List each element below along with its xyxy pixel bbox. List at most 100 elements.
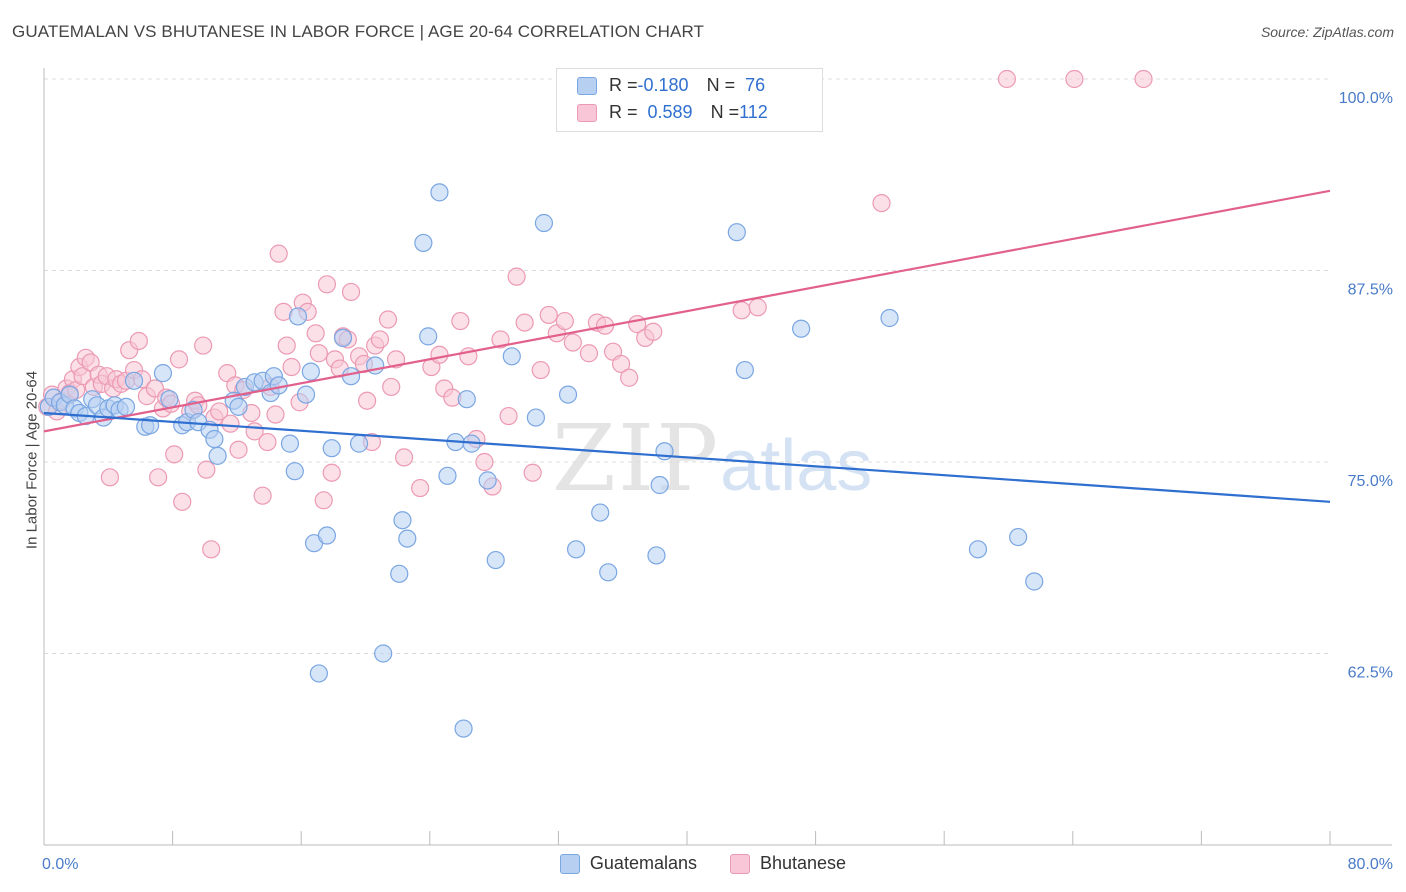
guatemalan-point (558, 385, 578, 404)
series-label-guatemalans: Guatemalans (589, 852, 697, 873)
bhutanese-point (194, 336, 213, 355)
legend-r-value: -0.180 (637, 75, 689, 95)
y-tick-label: 62.5% (1348, 665, 1393, 682)
guatemalan-point (566, 540, 586, 559)
guatemalan-point (457, 390, 476, 409)
series-legend-bhutanese[interactable]: Bhutanese (730, 853, 846, 874)
guatemalan-trend-line (43, 411, 1331, 503)
x-tick-label: 0.0% (42, 856, 78, 873)
bhutanese-point (314, 491, 333, 510)
bhutanese-point (382, 377, 401, 397)
guatemalan-point (160, 390, 179, 409)
bhutanese-point (1065, 69, 1084, 89)
guatemalan-point (419, 327, 438, 346)
guatemalan-point (502, 347, 521, 366)
guatemalan-point (647, 546, 666, 565)
guatemalan-point (591, 503, 610, 522)
bhutanese-point (555, 311, 574, 331)
bhutanese-point (411, 478, 430, 498)
guatemalan-point (650, 475, 669, 495)
legend-n-label: N = (706, 75, 736, 95)
bhutanese-point (358, 391, 377, 410)
bhutanese-point (563, 333, 582, 352)
watermark: ZIPatlas (552, 405, 872, 512)
guatemalan-point (438, 466, 457, 485)
guatemalan-point (341, 367, 361, 386)
guatemalan-point (398, 529, 417, 548)
correlation-legend: R = -0.180 N = 76 R = 0.589 N = 112 (556, 68, 823, 132)
legend-row-bhutanese: R = 0.589 N = 112 (577, 102, 768, 126)
bhutanese-point (306, 324, 325, 343)
bhutanese-point (378, 310, 398, 329)
source-label: Source: ZipAtlas.com (1260, 24, 1394, 40)
legend-row-guatemalans: R = -0.180 N = 76 (577, 75, 765, 99)
bhutanese-point (872, 193, 891, 213)
guatemalan-point (280, 434, 300, 453)
series-legend-guatemalans[interactable]: Guatemalans (559, 852, 697, 874)
bhutanese-point (644, 322, 663, 341)
bhutanese-point (269, 244, 288, 263)
bhutanese-point (129, 331, 148, 351)
bhutanese-point (149, 468, 168, 487)
bhutanese-point (997, 69, 1016, 89)
guatemalan-point (322, 439, 341, 458)
guatemalan-point (205, 429, 224, 449)
legend-n-value: 112 (739, 102, 768, 122)
legend-n-value: 76 (745, 75, 766, 95)
guatemalan-point (1025, 572, 1044, 591)
bhutanese-point (169, 350, 189, 369)
bhutanese-point (394, 448, 414, 467)
guatemalan-point (309, 664, 328, 683)
bhutanese-point (317, 275, 337, 294)
bhutanese-trend-line (43, 189, 1331, 433)
bhutanese-point (620, 368, 639, 387)
guatemalan-point (390, 564, 409, 583)
legend-r-value: 0.589 (647, 102, 693, 122)
guatemalan-point (349, 434, 369, 453)
bhutanese-point (732, 301, 751, 320)
guatemalan-point (208, 446, 227, 465)
guatemalan-point (288, 307, 308, 326)
x-tick-label: 80.0% (1348, 856, 1393, 873)
guatemalan-point (374, 644, 393, 663)
bhutanese-point (341, 282, 361, 302)
legend-swatch-guatemalans (577, 77, 597, 96)
bhutanese-point (210, 402, 229, 421)
guatemalan-point (727, 223, 746, 242)
y-tick-label: 75.0% (1348, 473, 1393, 490)
bhutanese-point (507, 267, 526, 286)
bhutanese-point (197, 460, 216, 479)
y-tick-label: 100.0% (1339, 90, 1393, 107)
guatemalan-point (735, 360, 754, 380)
guatemalan-point (153, 364, 173, 383)
guatemalan-point (333, 328, 353, 348)
legend-swatch-bhutanese (577, 104, 597, 123)
guatemalan-point (229, 397, 248, 416)
bhutanese-point (748, 298, 767, 317)
guatemalan-point (296, 385, 316, 404)
guatemalan-point (430, 183, 449, 202)
guatemalan-point (599, 563, 618, 582)
bhutanese-point (221, 414, 240, 433)
guatemalan-point (880, 308, 899, 328)
bhutanese-point (165, 445, 184, 464)
y-tick-label: 87.5% (1348, 282, 1393, 299)
guatemalan-point (124, 371, 144, 390)
guatemalan-point (454, 719, 473, 738)
bhutanese-point (491, 330, 510, 349)
bhutanese-point (266, 405, 285, 424)
bhutanese-point (100, 468, 120, 487)
bhutanese-point (258, 432, 277, 452)
bhutanese-point (515, 313, 534, 332)
guatemalan-point (414, 233, 433, 253)
guatemalan-point (526, 408, 545, 427)
guatemalan-point (301, 362, 320, 381)
guatemalan-point (968, 540, 988, 559)
bhutanese-point (475, 452, 494, 472)
legend-n-label: N = (710, 102, 740, 122)
guatemalan-point (792, 319, 811, 338)
guatemalan-point (116, 397, 136, 416)
bhutanese-point (531, 360, 550, 380)
bhutanese-point (611, 354, 631, 374)
